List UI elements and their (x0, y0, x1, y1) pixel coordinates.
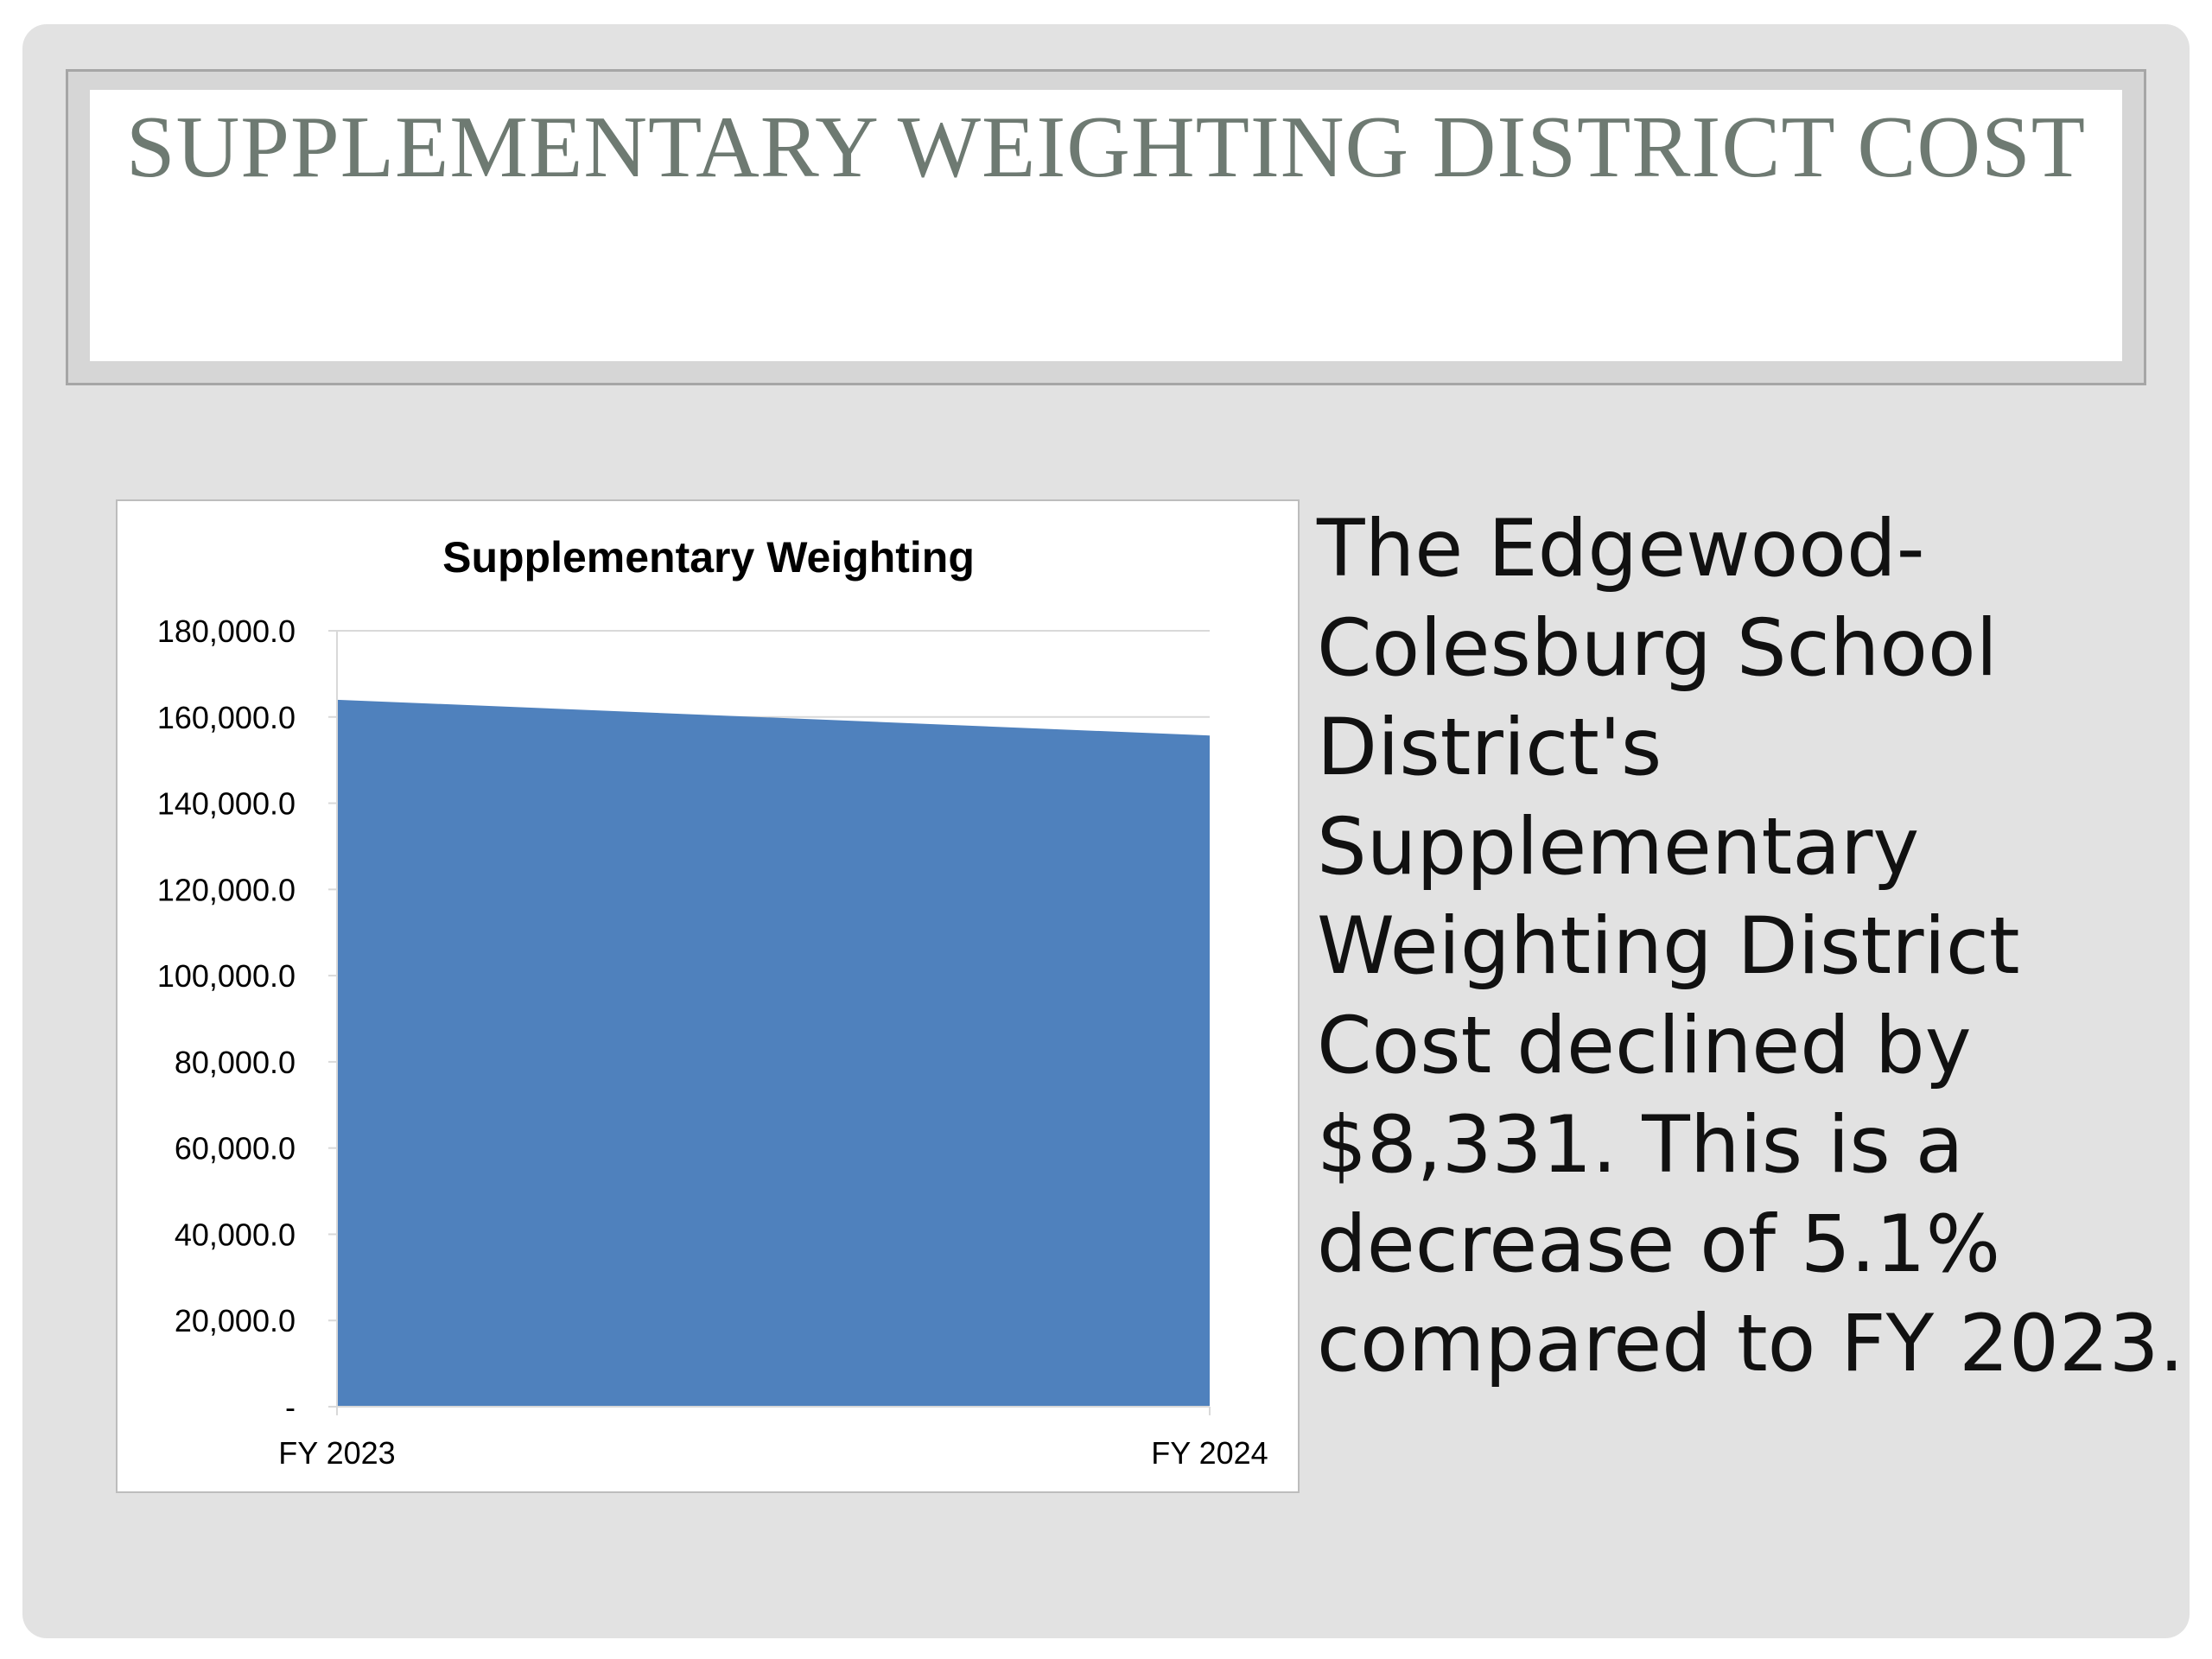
y-tick-label: 160,000.0 (157, 700, 296, 735)
y-tick-label: 180,000.0 (157, 613, 296, 649)
plot-area (337, 699, 1210, 1407)
x-tick-label: FY 2023 (278, 1435, 395, 1471)
y-tick-label: 20,000.0 (175, 1303, 296, 1338)
y-tick-label: 140,000.0 (157, 786, 296, 822)
chart-container: Supplementary Weighting - 20,000.0 40,000.… (116, 499, 1300, 1493)
summary-text: The Edgewood-Colesburg School District's… (1317, 504, 2184, 1389)
y-tick-label: - (285, 1389, 296, 1425)
y-tick-label: 40,000.0 (175, 1217, 296, 1252)
y-tick-label: 100,000.0 (157, 958, 296, 994)
x-tick-label: FY 2024 (1151, 1435, 1268, 1471)
slide-title: SUPPLEMENTARY WEIGHTING DISTRICT COST (125, 99, 2087, 196)
y-tick-label: 60,000.0 (175, 1131, 296, 1166)
title-box: SUPPLEMENTARY WEIGHTING DISTRICT COST (90, 90, 2122, 361)
chart-title: Supplementary Weighting (442, 533, 975, 582)
axes: - 20,000.0 40,000.0 60,000.0 80,000.0 100,000… (157, 613, 1268, 1471)
y-tick-label: 80,000.0 (175, 1045, 296, 1080)
area-chart: Supplementary Weighting - 20,000.0 40,000.… (157, 533, 1268, 1471)
area-series (337, 699, 1210, 1407)
y-tick-label: 120,000.0 (157, 872, 296, 907)
